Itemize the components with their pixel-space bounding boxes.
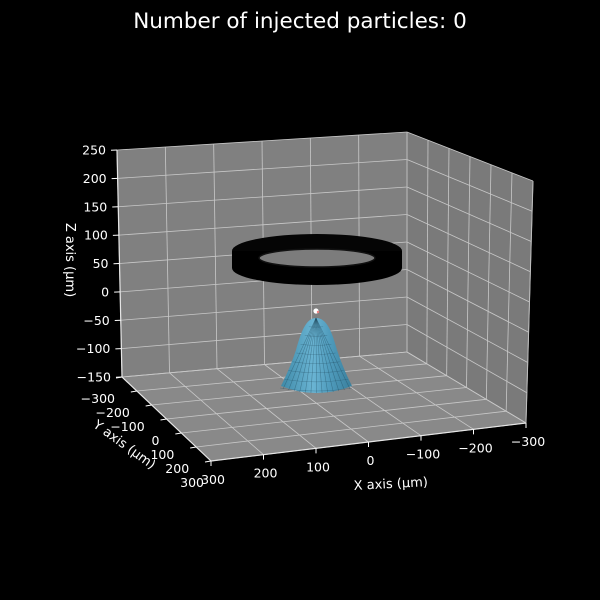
y-tick-mark — [160, 418, 167, 421]
cone-mesh-line — [315, 317, 317, 394]
x-gridline — [213, 143, 218, 369]
cone-mesh-line — [305, 317, 317, 393]
cone-mesh-line — [299, 317, 317, 392]
y-tick-label: −100 — [110, 419, 144, 434]
y-gridline — [466, 156, 471, 388]
x-tick-label: 0 — [367, 453, 375, 468]
x-tick-label: −100 — [406, 447, 440, 462]
z-tick-label: 0 — [101, 284, 109, 299]
z-axis-label: Z axis (μm) — [62, 223, 77, 297]
y-tick-label: 300 — [180, 475, 204, 490]
z-tick-label: −150 — [77, 370, 111, 385]
y-gridline — [121, 351, 408, 378]
x-axis-label: X axis (μm) — [353, 475, 428, 494]
cone-mesh-line — [310, 317, 317, 393]
ring-hole — [259, 249, 375, 267]
cone-mesh-line — [315, 317, 334, 392]
cone-mesh-line — [293, 317, 317, 392]
z-tick-label: −100 — [76, 341, 110, 356]
y-gridline — [505, 172, 513, 412]
cone-mesh-line — [315, 317, 328, 393]
pane-edge — [525, 180, 534, 424]
marker-red — [316, 310, 320, 314]
z-tick-label: 50 — [93, 256, 109, 271]
y-tick-mark — [115, 376, 123, 379]
z-tick-label: 250 — [82, 143, 106, 158]
y-tick-label: 200 — [165, 461, 189, 476]
x-tick-label: 300 — [201, 472, 225, 487]
y-tick-mark — [175, 432, 182, 435]
z-tick-label: 150 — [83, 199, 107, 214]
cone-mesh-ring — [296, 352, 336, 355]
cone-mesh-ring — [279, 387, 353, 392]
y-tick-mark — [145, 404, 152, 407]
cone-mesh-line — [315, 317, 340, 392]
cone-mesh-line — [288, 317, 317, 391]
cone-mesh-ring — [304, 335, 328, 337]
z-tick-labels: 250 200 150 100 50 0 −50 −100 −150 — [76, 143, 123, 385]
cone-mesh-ring — [288, 370, 344, 374]
y-tick-mark — [130, 390, 137, 393]
x-tick-label: −300 — [511, 434, 545, 449]
cone-mesh-line — [282, 317, 317, 390]
x-tick-label: −200 — [458, 440, 492, 455]
z-tick-label: 100 — [84, 228, 108, 243]
y-gridline — [485, 164, 492, 400]
cone-mesh-line — [315, 317, 323, 393]
x-tick-label: 100 — [306, 459, 330, 474]
cone-mesh — [279, 317, 353, 394]
x-gridline — [164, 146, 170, 373]
cone-mesh-line — [315, 317, 351, 390]
chart-title: Number of injected particles: 0 — [133, 9, 467, 34]
cone-mesh-ring — [292, 361, 340, 364]
ring — [232, 234, 402, 285]
y-tick-mark — [204, 460, 212, 463]
y-gridline — [426, 140, 429, 364]
y-gridline — [446, 148, 450, 376]
cone-mesh-ring — [284, 378, 348, 383]
floor-pane — [122, 352, 526, 461]
x-tick-labels: 300 200 100 0 −100 −200 −300 — [201, 423, 545, 487]
right-pane — [407, 132, 533, 423]
z-tick-label: −50 — [83, 313, 109, 328]
x-tick-label: 200 — [254, 466, 278, 481]
y-gridline — [196, 410, 507, 448]
cone-mesh-line — [315, 317, 345, 391]
z-tick-label: 200 — [83, 171, 107, 186]
cone-mesh-ring — [300, 343, 332, 346]
y-gridline — [181, 398, 487, 434]
y-tick-label: −300 — [81, 391, 115, 406]
cone-surface — [281, 318, 352, 393]
y-tick-mark — [190, 446, 197, 449]
y-gridline — [166, 387, 467, 420]
y-tick-label: −200 — [95, 405, 129, 420]
y-tick-label: 0 — [152, 433, 160, 448]
y-gridline — [136, 363, 427, 392]
y-tick-label: 100 — [150, 447, 174, 462]
